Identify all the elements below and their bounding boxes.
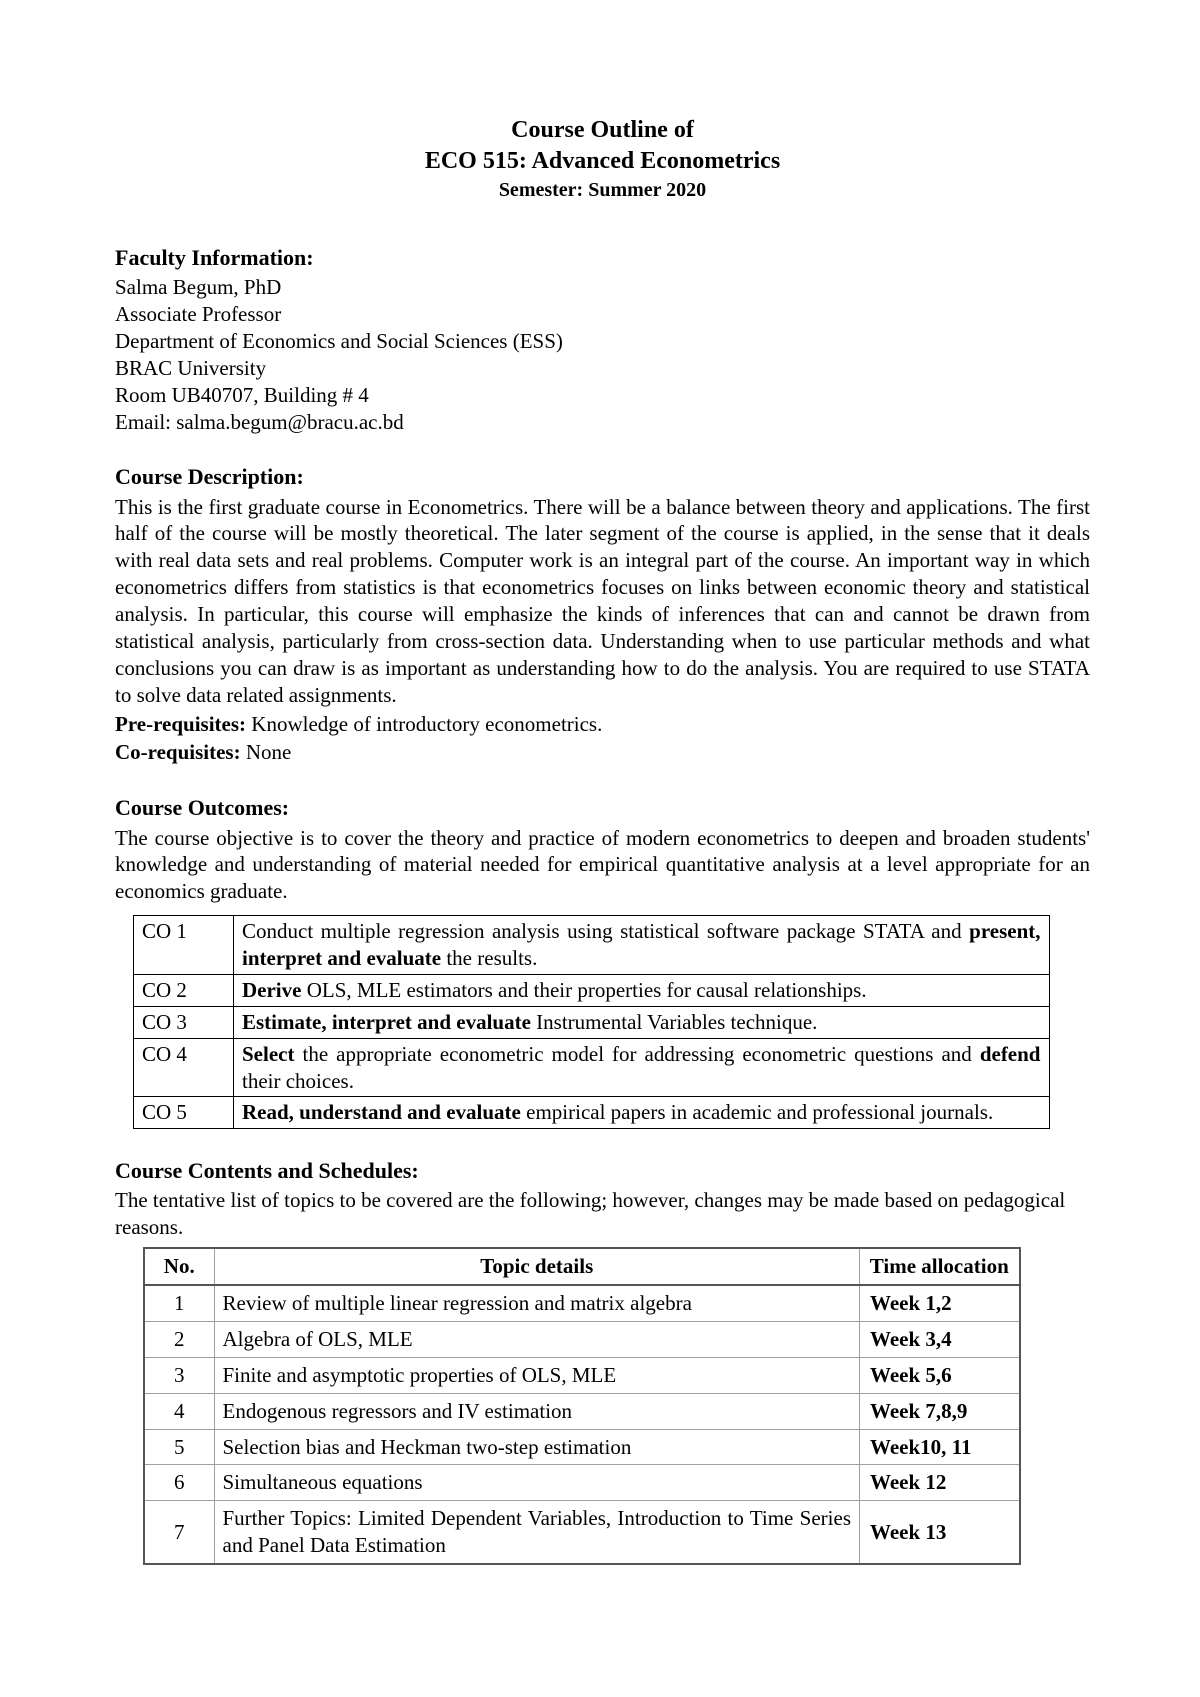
outcome-description: Derive OLS, MLE estimators and their pro… (234, 974, 1050, 1006)
outcome-description: Select the appropriate econometric model… (234, 1038, 1050, 1097)
faculty-line: Email: salma.begum@bracu.ac.bd (115, 409, 1090, 436)
outcomes-heading: Course Outcomes: (115, 794, 1090, 822)
outcome-text-part: OLS, MLE estimators and their properties… (301, 978, 866, 1002)
schedule-no: 6 (144, 1465, 214, 1501)
schedule-col-no: No. (144, 1248, 214, 1285)
outcome-code: CO 5 (134, 1097, 234, 1129)
schedule-col-topic: Topic details (214, 1248, 860, 1285)
faculty-line: Room UB40707, Building # 4 (115, 382, 1090, 409)
schedule-no: 4 (144, 1393, 214, 1429)
schedule-col-time: Time allocation (860, 1248, 1020, 1285)
schedule-topic: Further Topics: Limited Dependent Variab… (214, 1501, 860, 1564)
title-line-2: ECO 515: Advanced Econometrics (115, 146, 1090, 177)
outcomes-row: CO 2Derive OLS, MLE estimators and their… (134, 974, 1050, 1006)
schedule-no: 1 (144, 1285, 214, 1321)
schedule-table: No. Topic details Time allocation 1Revie… (143, 1247, 1021, 1565)
outcomes-row: CO 1 Conduct multiple regression analysis… (134, 916, 1050, 975)
description-section: Course Description: This is the first gr… (115, 463, 1090, 766)
schedule-time: Week 1,2 (860, 1285, 1020, 1321)
schedule-row: 2Algebra of OLS, MLEWeek 3,4 (144, 1321, 1020, 1357)
faculty-heading: Faculty Information: (115, 244, 1090, 272)
outcome-description: Estimate, interpret and evaluate Instrum… (234, 1006, 1050, 1038)
prerequisites-line: Pre-requisites: Knowledge of introductor… (115, 711, 1090, 738)
outcome-code: CO 1 (134, 916, 234, 975)
faculty-line: Salma Begum, PhD (115, 274, 1090, 301)
faculty-line: Department of Economics and Social Scien… (115, 328, 1090, 355)
outcome-description: Read, understand and evaluate empirical … (234, 1097, 1050, 1129)
schedule-row: 4Endogenous regressors and IV estimation… (144, 1393, 1020, 1429)
outcome-text-part: Read, understand and evaluate (242, 1100, 521, 1124)
outcome-text-part: Select (242, 1042, 294, 1066)
faculty-section: Faculty Information: Salma Begum, PhD As… (115, 244, 1090, 435)
faculty-lines: Salma Begum, PhD Associate Professor Dep… (115, 274, 1090, 435)
title-block: Course Outline of ECO 515: Advanced Econ… (115, 115, 1090, 204)
schedule-heading: Course Contents and Schedules: (115, 1157, 1090, 1185)
outcomes-section: Course Outcomes: The course objective is… (115, 794, 1090, 1129)
schedule-no: 5 (144, 1429, 214, 1465)
outcome-text-part: Estimate, interpret and evaluate (242, 1010, 531, 1034)
schedule-topic: Algebra of OLS, MLE (214, 1321, 860, 1357)
schedule-time: Week 7,8,9 (860, 1393, 1020, 1429)
schedule-topic: Endogenous regressors and IV estimation (214, 1393, 860, 1429)
schedule-no: 3 (144, 1357, 214, 1393)
schedule-time: Week 5,6 (860, 1357, 1020, 1393)
schedule-intro: The tentative list of topics to be cover… (115, 1187, 1090, 1241)
outcome-text-part: the results. (441, 946, 537, 970)
schedule-time: Week 12 (860, 1465, 1020, 1501)
prerequisites-label: Pre-requisites: (115, 712, 246, 736)
outcome-text-part: Instrumental Variables technique. (531, 1010, 818, 1034)
schedule-topic: Finite and asymptotic properties of OLS,… (214, 1357, 860, 1393)
schedule-row: 7Further Topics: Limited Dependent Varia… (144, 1501, 1020, 1564)
outcome-text-part: the appropriate econometric model for ad… (294, 1042, 979, 1066)
title-line-3: Semester: Summer 2020 (115, 178, 1090, 204)
outcome-code: CO 3 (134, 1006, 234, 1038)
corequisites-value: None (241, 740, 292, 764)
faculty-line: Associate Professor (115, 301, 1090, 328)
outcomes-row: CO 5Read, understand and evaluate empiri… (134, 1097, 1050, 1129)
outcomes-intro: The course objective is to cover the the… (115, 825, 1090, 906)
outcomes-row: CO 4Select the appropriate econometric m… (134, 1038, 1050, 1097)
schedule-time: Week10, 11 (860, 1429, 1020, 1465)
prerequisites-value: Knowledge of introductory econometrics. (246, 712, 602, 736)
document-page: Course Outline of ECO 515: Advanced Econ… (0, 0, 1200, 1697)
outcome-text-part: their choices. (242, 1069, 354, 1093)
outcome-code: CO 4 (134, 1038, 234, 1097)
outcome-code: CO 2 (134, 974, 234, 1006)
outcome-description: Conduct multiple regression analysis usi… (234, 916, 1050, 975)
schedule-no: 2 (144, 1321, 214, 1357)
schedule-section: Course Contents and Schedules: The tenta… (115, 1157, 1090, 1565)
schedule-topic: Simultaneous equations (214, 1465, 860, 1501)
schedule-topic: Selection bias and Heckman two-step esti… (214, 1429, 860, 1465)
outcomes-row: CO 3Estimate, interpret and evaluate Ins… (134, 1006, 1050, 1038)
corequisites-label: Co-requisites: (115, 740, 241, 764)
outcome-text-part: defend (980, 1042, 1041, 1066)
description-heading: Course Description: (115, 463, 1090, 491)
schedule-row: 6Simultaneous equationsWeek 12 (144, 1465, 1020, 1501)
outcome-text-part: empirical papers in academic and profess… (521, 1100, 993, 1124)
schedule-no: 7 (144, 1501, 214, 1564)
corequisites-line: Co-requisites: None (115, 739, 1090, 766)
outcome-text-part: Derive (242, 978, 301, 1002)
schedule-time: Week 3,4 (860, 1321, 1020, 1357)
schedule-row: 1Review of multiple linear regression an… (144, 1285, 1020, 1321)
faculty-line: BRAC University (115, 355, 1090, 382)
schedule-header-row: No. Topic details Time allocation (144, 1248, 1020, 1285)
schedule-row: 5Selection bias and Heckman two-step est… (144, 1429, 1020, 1465)
outcomes-table: CO 1 Conduct multiple regression analysis… (133, 915, 1050, 1129)
schedule-time: Week 13 (860, 1501, 1020, 1564)
description-body: This is the first graduate course in Eco… (115, 494, 1090, 709)
title-line-1: Course Outline of (115, 115, 1090, 146)
schedule-topic: Review of multiple linear regression and… (214, 1285, 860, 1321)
outcome-text-part: Conduct multiple regression analysis usi… (242, 919, 969, 943)
schedule-row: 3Finite and asymptotic properties of OLS… (144, 1357, 1020, 1393)
